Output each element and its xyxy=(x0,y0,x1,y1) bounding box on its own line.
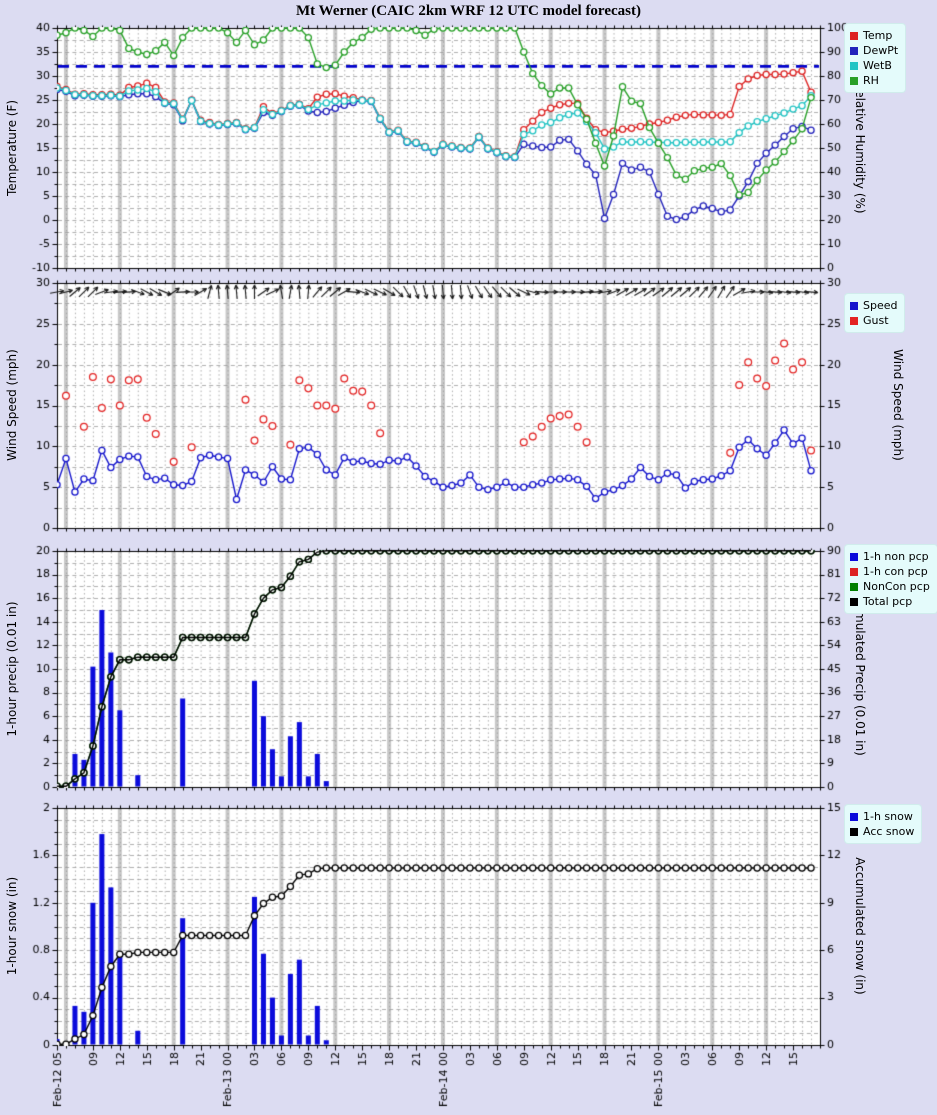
legend-item-1hsnow: 1-h snow xyxy=(850,809,914,824)
wind-legend: Speed Gust xyxy=(845,294,905,332)
conpcp-swatch xyxy=(850,567,858,576)
legend-item-wetb: WetB xyxy=(850,58,898,73)
legend-item-accsnow: Acc snow xyxy=(850,824,914,839)
temp-swatch xyxy=(850,31,858,40)
snow-legend: 1-h snow Acc snow xyxy=(845,805,922,843)
noncon-swatch xyxy=(850,582,858,591)
legend-item-noncon: NonCon pcp xyxy=(850,579,930,594)
wetb-swatch xyxy=(850,61,858,70)
accsnow-swatch xyxy=(850,827,858,836)
totpcp-swatch xyxy=(850,597,858,606)
dewpt-swatch xyxy=(850,46,858,55)
speed-swatch xyxy=(850,301,858,310)
legend-item-dewpt: DewPt xyxy=(850,43,898,58)
precip-legend: 1-h non pcp 1-h con pcp NonCon pcp Total… xyxy=(845,545,937,613)
legend-item-nonpcp: 1-h non pcp xyxy=(850,549,930,564)
gust-swatch xyxy=(850,316,858,325)
nonpcp-swatch xyxy=(850,552,858,561)
rh-swatch xyxy=(850,76,858,85)
temperature-legend: Temp DewPt WetB RH xyxy=(845,24,906,92)
legend-item-totpcp: Total pcp xyxy=(850,594,930,609)
legend-item-speed: Speed xyxy=(850,298,897,313)
legend-item-temp: Temp xyxy=(850,28,898,43)
snow1h-swatch xyxy=(850,812,858,821)
page-title: Mt Werner (CAIC 2km WRF 12 UTC model for… xyxy=(296,3,641,19)
legend-item-rh: RH xyxy=(850,73,898,88)
legend-item-conpcp: 1-h con pcp xyxy=(850,564,930,579)
legend-item-gust: Gust xyxy=(850,313,897,328)
